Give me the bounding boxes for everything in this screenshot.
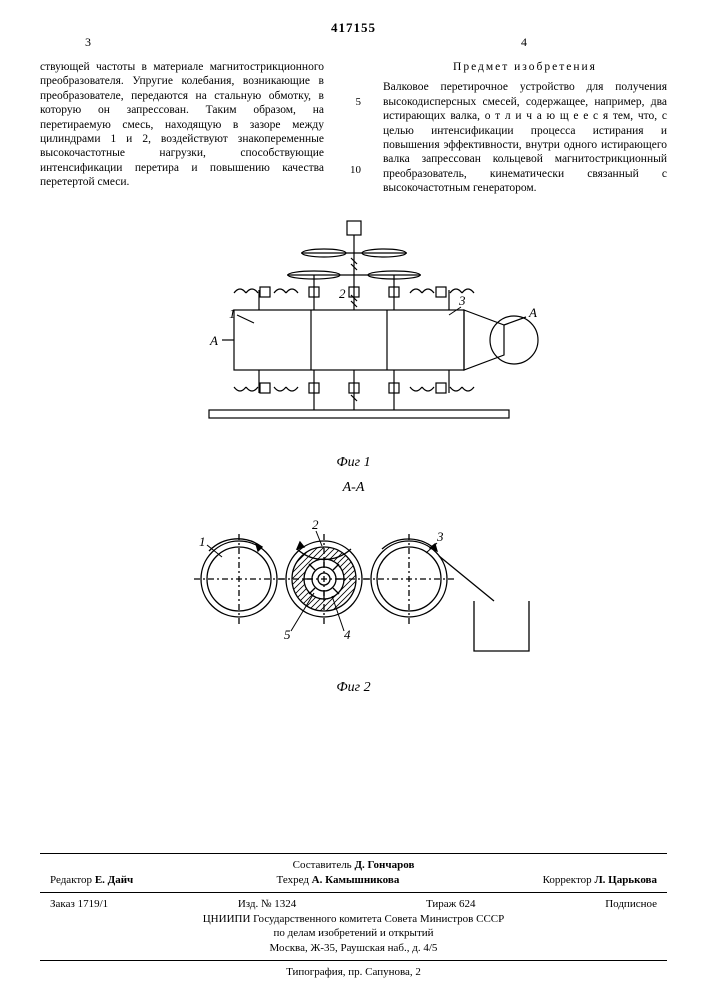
izd-value: 1324 bbox=[274, 898, 296, 910]
page: 417155 3 4 ствующей частоты в материале … bbox=[0, 0, 707, 1000]
right-column: Предмет изобретения Валковое перетирочно… bbox=[383, 60, 667, 195]
compiler-label: Составитель bbox=[293, 859, 352, 871]
fig2-label-3: 3 bbox=[436, 529, 444, 544]
subscript: Подписное bbox=[605, 897, 657, 912]
corrector-name: Л. Царькова bbox=[594, 874, 657, 886]
fig1-label-A-left: А bbox=[209, 333, 218, 348]
line-number-5: 5 bbox=[346, 96, 361, 110]
tech-editor-name: А. Камышникова bbox=[312, 874, 400, 886]
page-number-left: 3 bbox=[85, 35, 91, 50]
figure-2-caption: Фиг 2 bbox=[40, 679, 667, 697]
order-label: Заказ bbox=[50, 898, 75, 910]
tech-editor-label: Техред bbox=[277, 874, 309, 886]
tirazh-label: Тираж bbox=[426, 898, 456, 910]
fig1-label-1: 1 bbox=[229, 306, 236, 321]
printer: Типография, пр. Сапунова, 2 bbox=[40, 965, 667, 980]
divider bbox=[40, 853, 667, 854]
right-column-text: Валковое перетирочное устройство для пол… bbox=[383, 81, 667, 194]
address: Москва, Ж-35, Раушская наб., д. 4/5 bbox=[40, 941, 667, 956]
figure-2: 1 2 3 4 5 bbox=[154, 501, 554, 671]
subject-heading: Предмет изобретения bbox=[383, 60, 667, 74]
left-column: ствующей частоты в материале магнитостри… bbox=[40, 60, 324, 195]
figure-1-caption: Фиг 1 bbox=[40, 454, 667, 472]
editor-label: Редактор bbox=[50, 874, 92, 886]
corrector-label: Корректор bbox=[543, 874, 592, 886]
page-number-right: 4 bbox=[521, 35, 527, 50]
fig1-label-A-right: А bbox=[528, 305, 537, 320]
document-number: 417155 bbox=[331, 20, 376, 36]
fig2-label-2: 2 bbox=[312, 517, 319, 532]
left-column-text: ствующей частоты в материале магнитостри… bbox=[40, 61, 324, 188]
figure-1: 1 2 3 А А bbox=[164, 215, 544, 445]
tirazh-value: 624 bbox=[459, 898, 476, 910]
order-value: 1719/1 bbox=[78, 898, 109, 910]
fig2-label-5: 5 bbox=[284, 627, 291, 642]
fig2-label-4: 4 bbox=[344, 627, 351, 642]
divider bbox=[40, 960, 667, 961]
text-columns: ствующей частоты в материале магнитостри… bbox=[40, 60, 667, 195]
line-numbers: 5 10 bbox=[346, 60, 361, 195]
divider bbox=[40, 892, 667, 893]
org-line-2: по делам изобретений и открытий bbox=[40, 926, 667, 941]
colophon: Составитель Д. Гончаров Редактор Е. Дайч… bbox=[40, 849, 667, 980]
figures-block: 1 2 3 А А Фиг 1 А-А bbox=[40, 215, 667, 696]
fig2-label-1: 1 bbox=[199, 534, 206, 549]
editor-name: Е. Дайч bbox=[95, 874, 133, 886]
fig1-label-2: 2 bbox=[339, 286, 346, 301]
izd-label: Изд. № bbox=[238, 898, 272, 910]
org-line-1: ЦНИИПИ Государственного комитета Совета … bbox=[40, 912, 667, 927]
compiler-name: Д. Гончаров bbox=[354, 859, 414, 871]
section-label: А-А bbox=[40, 479, 667, 497]
fig1-label-3: 3 bbox=[458, 293, 466, 308]
line-number-10: 10 bbox=[346, 164, 361, 178]
